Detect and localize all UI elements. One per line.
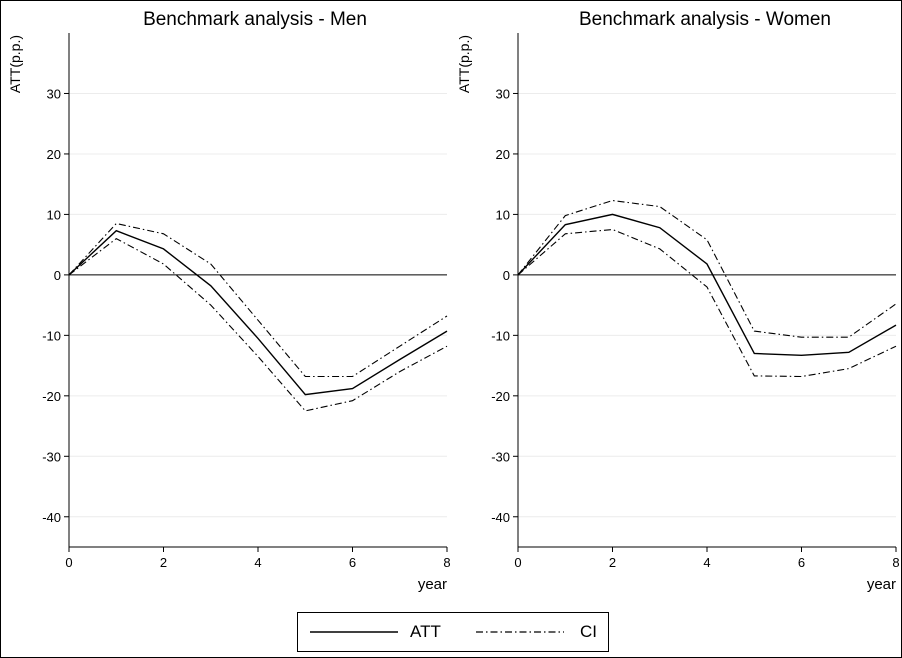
y-tick-label: 10 [496,207,510,222]
y-tick-label: -10 [491,328,510,343]
legend-att-label: ATT [410,622,441,641]
x-tick-label: 8 [892,555,899,570]
y-axis-label: ATT(p.p.) [7,35,23,93]
legend-ci-label: CI [580,622,597,641]
chart-panel-2: -40 -30 -20 -10 0 10 20 30 0 2 4 6 8 Benchmark analys… [456,9,900,593]
y-tick-label: -40 [42,510,61,525]
ci-upper-line [517,199,897,338]
x-tick-label: 4 [254,555,261,570]
ci-lower-line [517,228,897,378]
chart-panel-1: -40 -30 -20 -10 0 10 20 30 0 2 4 6 8 Benchmark analys… [7,9,451,593]
x-tick-label: 8 [443,555,450,570]
att-series-line [517,213,897,357]
y-tick-label: 30 [496,86,510,101]
legend-ci-line [476,631,564,633]
y-tick-label: 20 [496,147,510,162]
x-tick-label: 2 [609,555,616,570]
legend: ATT CI [297,612,609,652]
chart-title: Benchmark analysis - Men [143,9,367,30]
x-axis-label: year [418,576,447,593]
x-tick-label: 4 [703,555,710,570]
y-tick-label: -20 [42,389,61,404]
y-tick-label: -30 [42,449,61,464]
att-series-line [68,229,448,396]
y-tick-label: 0 [503,268,510,283]
y-tick-label: -10 [42,328,61,343]
y-tick-label: -40 [491,510,510,525]
y-tick-label: 30 [47,86,61,101]
x-tick-label: 0 [514,555,521,570]
x-tick-label: 6 [349,555,356,570]
ci-upper-line [68,222,448,378]
x-tick-label: 0 [65,555,72,570]
y-tick-label: 20 [47,147,61,162]
y-axis-label: ATT(p.p.) [456,35,472,93]
y-tick-label: 0 [54,268,61,283]
y-tick-label: 10 [47,207,61,222]
x-tick-label: 2 [160,555,167,570]
legend-att-line [310,631,398,633]
x-axis-label: year [867,576,896,593]
x-tick-label: 6 [798,555,805,570]
y-tick-label: -30 [491,449,510,464]
chart-title: Benchmark analysis - Women [579,9,831,30]
y-tick-label: -20 [491,389,510,404]
ci-lower-line [68,237,448,412]
